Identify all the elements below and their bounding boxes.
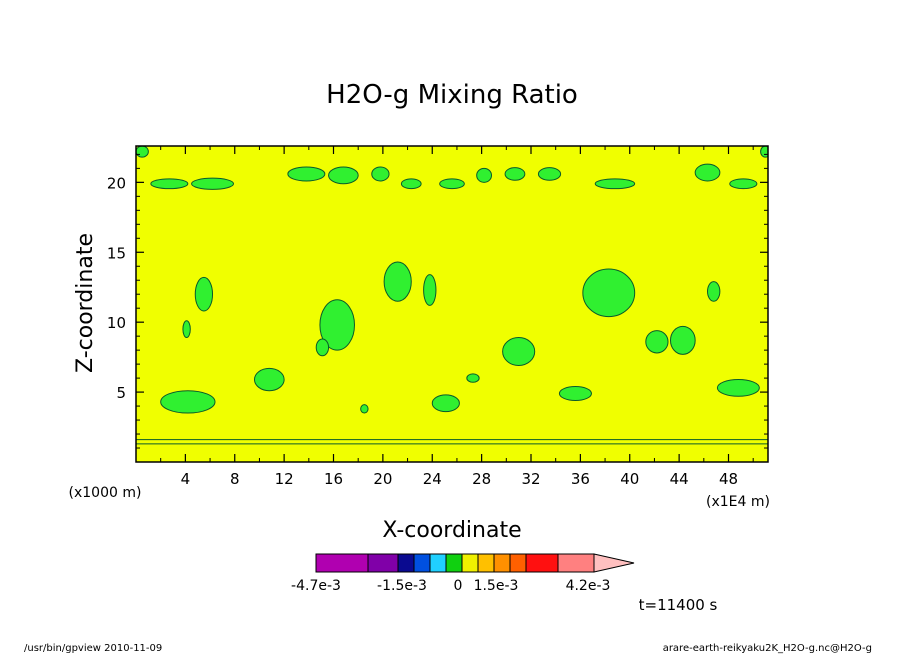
contour-regions [136, 146, 768, 445]
y-tick-label-1: 10 [107, 314, 126, 332]
contour-region-7 [423, 274, 437, 306]
colorbar-label-0: -4.7e-3 [291, 578, 341, 594]
colorbar-label-1: -1.5e-3 [377, 578, 427, 594]
x-unit-right-label: (x1E4 m) [706, 494, 770, 510]
contour-region-5 [315, 338, 330, 357]
x-tick-label-4: 20 [373, 470, 392, 488]
colorbar: -4.7e-3 -1.5e-3 0 1.5e-3 4.2e-3 [291, 553, 635, 594]
contour-region-12 [645, 330, 669, 354]
contour-region-11 [558, 385, 592, 401]
contour-region-29 [694, 163, 721, 182]
contour-region-0 [160, 390, 216, 414]
contour-region-21 [328, 166, 359, 185]
x-tick-label-8: 36 [571, 470, 590, 488]
contour-region-31 [136, 146, 149, 158]
contour-region-10 [582, 268, 636, 318]
colorbar-segment-10 [525, 553, 559, 573]
y-tick-label-0: 5 [116, 384, 126, 402]
y-tick-label-3: 20 [107, 174, 126, 192]
contour-region-17 [360, 404, 369, 414]
plot-frame [135, 145, 769, 463]
colorbar-extend-arrow [593, 553, 635, 573]
contour-region-6 [383, 261, 412, 302]
colorbar-segment-7 [477, 553, 495, 573]
contour-region-1 [194, 276, 214, 312]
contour-region-27 [537, 167, 562, 181]
x-tick-label-9: 40 [620, 470, 639, 488]
x-axis-label: X-coordinate [382, 518, 521, 543]
x-tick-label-5: 24 [423, 470, 442, 488]
x-tick-label-3: 16 [324, 470, 343, 488]
contour-region-15 [707, 281, 721, 302]
x-tick-label-0: 4 [181, 470, 191, 488]
colorbar-segment-4 [429, 553, 447, 573]
colorbar-segment-1 [367, 553, 399, 573]
x-tick-label-7: 32 [521, 470, 540, 488]
colorbar-segment-11 [557, 553, 595, 573]
time-label: t=11400 s [639, 596, 718, 614]
footer-left: /usr/bin/gpview 2010-11-09 [24, 643, 162, 654]
contour-region-24 [439, 178, 465, 190]
x-unit-left-label: (x1000 m) [69, 485, 142, 501]
colorbar-label-4: 4.2e-3 [566, 578, 611, 594]
contour-region-9 [502, 337, 536, 367]
colorbar-segment-5 [445, 553, 463, 573]
colorbar-segment-6 [461, 553, 479, 573]
x-tick-label-2: 12 [275, 470, 294, 488]
contour-region-28 [594, 178, 636, 190]
contour-region-32 [760, 146, 768, 158]
contour-region-2 [182, 320, 191, 339]
contour-region-3 [254, 367, 285, 392]
colorbar-label-3: 1.5e-3 [474, 578, 519, 594]
contour-region-25 [476, 167, 492, 183]
colorbar-label-2: 0 [454, 578, 463, 594]
y-tick-label-2: 15 [107, 244, 126, 262]
contour-region-20 [287, 166, 326, 182]
contour-region-30 [729, 178, 758, 190]
contour-region-18 [191, 177, 235, 190]
colorbar-segment-2 [397, 553, 415, 573]
x-tick-label-6: 28 [472, 470, 491, 488]
chart-title: H2O-g Mixing Ratio [326, 80, 578, 110]
contour-region-19 [150, 178, 189, 190]
colorbar-segment-9 [509, 553, 527, 573]
contour-region-22 [371, 166, 390, 182]
contour-region-23 [400, 178, 422, 190]
y-axis-label: Z-coordinate [73, 233, 98, 373]
x-tick-label-10: 44 [670, 470, 689, 488]
contour-region-14 [716, 379, 760, 397]
contour-region-4 [319, 299, 355, 351]
contour-background [136, 146, 768, 462]
colorbar-segment-3 [413, 553, 431, 573]
colorbar-segment-0 [315, 553, 369, 573]
contour-region-8 [431, 394, 460, 413]
x-tick-label-1: 8 [230, 470, 240, 488]
footer-right: arare-earth-reikyaku2K_H2O-g.nc@H2O-g [663, 643, 872, 654]
contour-region-16 [466, 373, 480, 383]
contour-region-13 [669, 325, 696, 355]
contour-region-26 [504, 167, 526, 181]
colorbar-segment-8 [493, 553, 511, 573]
x-tick-label-11: 48 [719, 470, 738, 488]
